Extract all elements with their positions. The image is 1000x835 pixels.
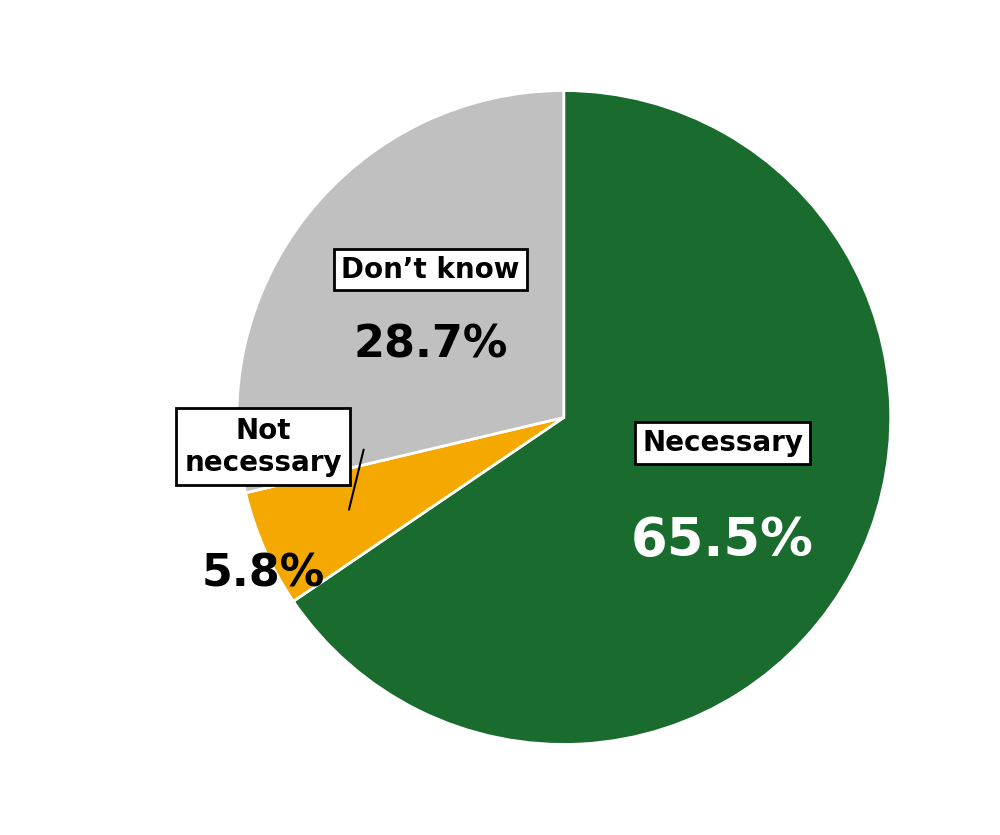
Text: Not
necessary: Not necessary (184, 417, 342, 477)
Text: 65.5%: 65.5% (631, 515, 814, 567)
Text: 5.8%: 5.8% (201, 553, 325, 596)
Text: Don’t know: Don’t know (341, 256, 520, 284)
Text: 28.7%: 28.7% (353, 323, 508, 367)
Wedge shape (237, 90, 564, 493)
Text: Necessary: Necessary (642, 429, 803, 457)
Wedge shape (293, 90, 891, 745)
Wedge shape (246, 418, 564, 601)
